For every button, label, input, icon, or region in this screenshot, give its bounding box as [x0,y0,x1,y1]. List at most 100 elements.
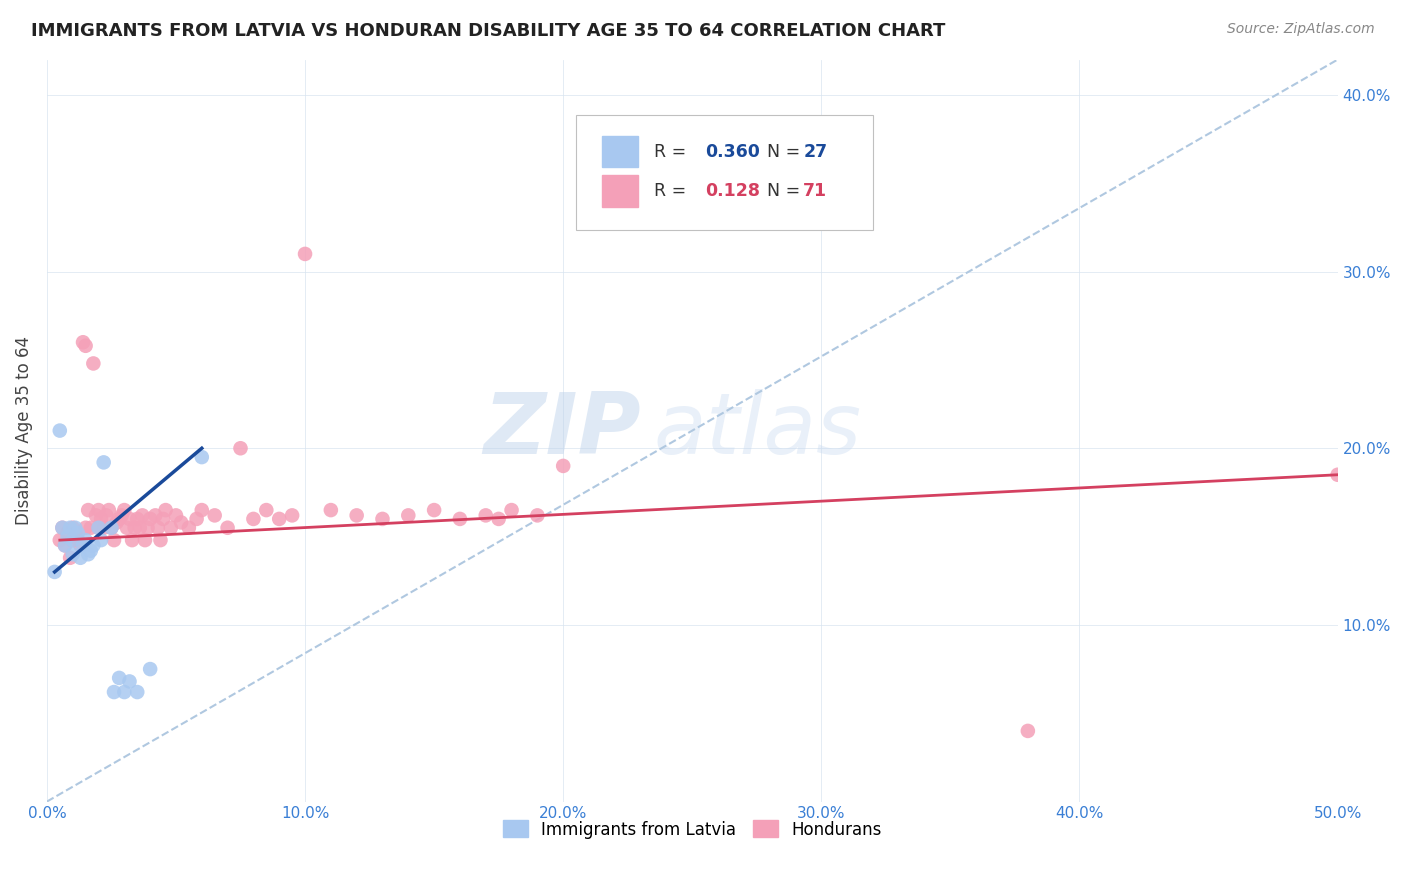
Point [146,521,169,535]
Y-axis label: Disability Age 35 to 64: Disability Age 35 to 64 [15,336,32,525]
Point [69,538,91,552]
Point [100,521,122,535]
Point [118,674,141,689]
Point [108,512,131,526]
Point [217,521,239,535]
Point [66,533,89,548]
Point [66,526,89,541]
Point [103,533,125,548]
Text: N =: N = [768,182,800,200]
Point [75,521,97,535]
Point [474,508,496,523]
Point [254,503,277,517]
Point [82,538,104,552]
Point [49,533,72,548]
Point [59,521,82,535]
FancyBboxPatch shape [576,115,873,230]
Point [51,521,73,535]
Point [269,512,291,526]
Point [75,339,97,353]
Point [204,508,226,523]
Point [65,526,87,541]
Point [90,512,112,526]
Text: atlas: atlas [654,389,862,472]
Point [526,508,548,523]
Point [1017,723,1039,738]
Point [423,503,446,517]
Point [112,503,135,517]
Text: Source: ZipAtlas.com: Source: ZipAtlas.com [1227,22,1375,37]
Bar [602,176,638,207]
Point [72,538,94,552]
Point [77,547,100,561]
Point [100,521,122,535]
Point [127,512,149,526]
Point [87,503,110,517]
Point [90,533,112,548]
Point [294,247,316,261]
Text: IMMIGRANTS FROM LATVIA VS HONDURAN DISABILITY AGE 35 TO 64 CORRELATION CHART: IMMIGRANTS FROM LATVIA VS HONDURAN DISAB… [31,22,945,40]
Point [501,503,523,517]
Text: 71: 71 [803,182,827,200]
Point [59,550,82,565]
Point [105,516,128,530]
Point [82,356,104,370]
Point [62,547,84,561]
Point [1326,467,1348,482]
Point [75,533,97,548]
Point [62,521,84,535]
Point [112,685,135,699]
Point [72,335,94,350]
Point [128,521,150,535]
Text: N =: N = [768,143,800,161]
Point [65,521,87,535]
Point [77,503,100,517]
Point [93,521,115,535]
Point [62,533,84,548]
Point [108,671,131,685]
Point [96,508,118,523]
Point [191,450,214,464]
Text: R =: R = [654,143,692,161]
Text: R =: R = [654,182,692,200]
Point [186,512,208,526]
Point [191,503,214,517]
Point [165,508,187,523]
Point [319,503,342,517]
Point [56,526,79,541]
Point [152,512,174,526]
Point [170,516,193,530]
Text: 0.360: 0.360 [706,143,761,161]
Point [87,521,110,535]
Point [49,424,72,438]
Point [134,533,156,548]
Point [229,442,252,456]
Point [131,508,153,523]
Point [396,508,419,523]
Point [124,521,146,535]
Point [118,512,141,526]
Point [139,662,162,676]
Point [84,508,107,523]
Point [149,533,172,548]
Text: ZIP: ZIP [484,389,641,472]
Legend: Immigrants from Latvia, Hondurans: Immigrants from Latvia, Hondurans [496,814,889,846]
Point [155,503,177,517]
Point [488,512,510,526]
Point [69,550,91,565]
Point [449,512,471,526]
Point [87,521,110,535]
Point [371,512,394,526]
Point [139,512,162,526]
Point [56,530,79,544]
Point [111,508,134,523]
Point [177,521,200,535]
Point [44,565,66,579]
Point [127,685,149,699]
Point [242,512,264,526]
Text: 0.128: 0.128 [706,182,761,200]
Point [115,521,138,535]
Text: 27: 27 [803,143,827,161]
Point [136,521,159,535]
Point [143,508,166,523]
